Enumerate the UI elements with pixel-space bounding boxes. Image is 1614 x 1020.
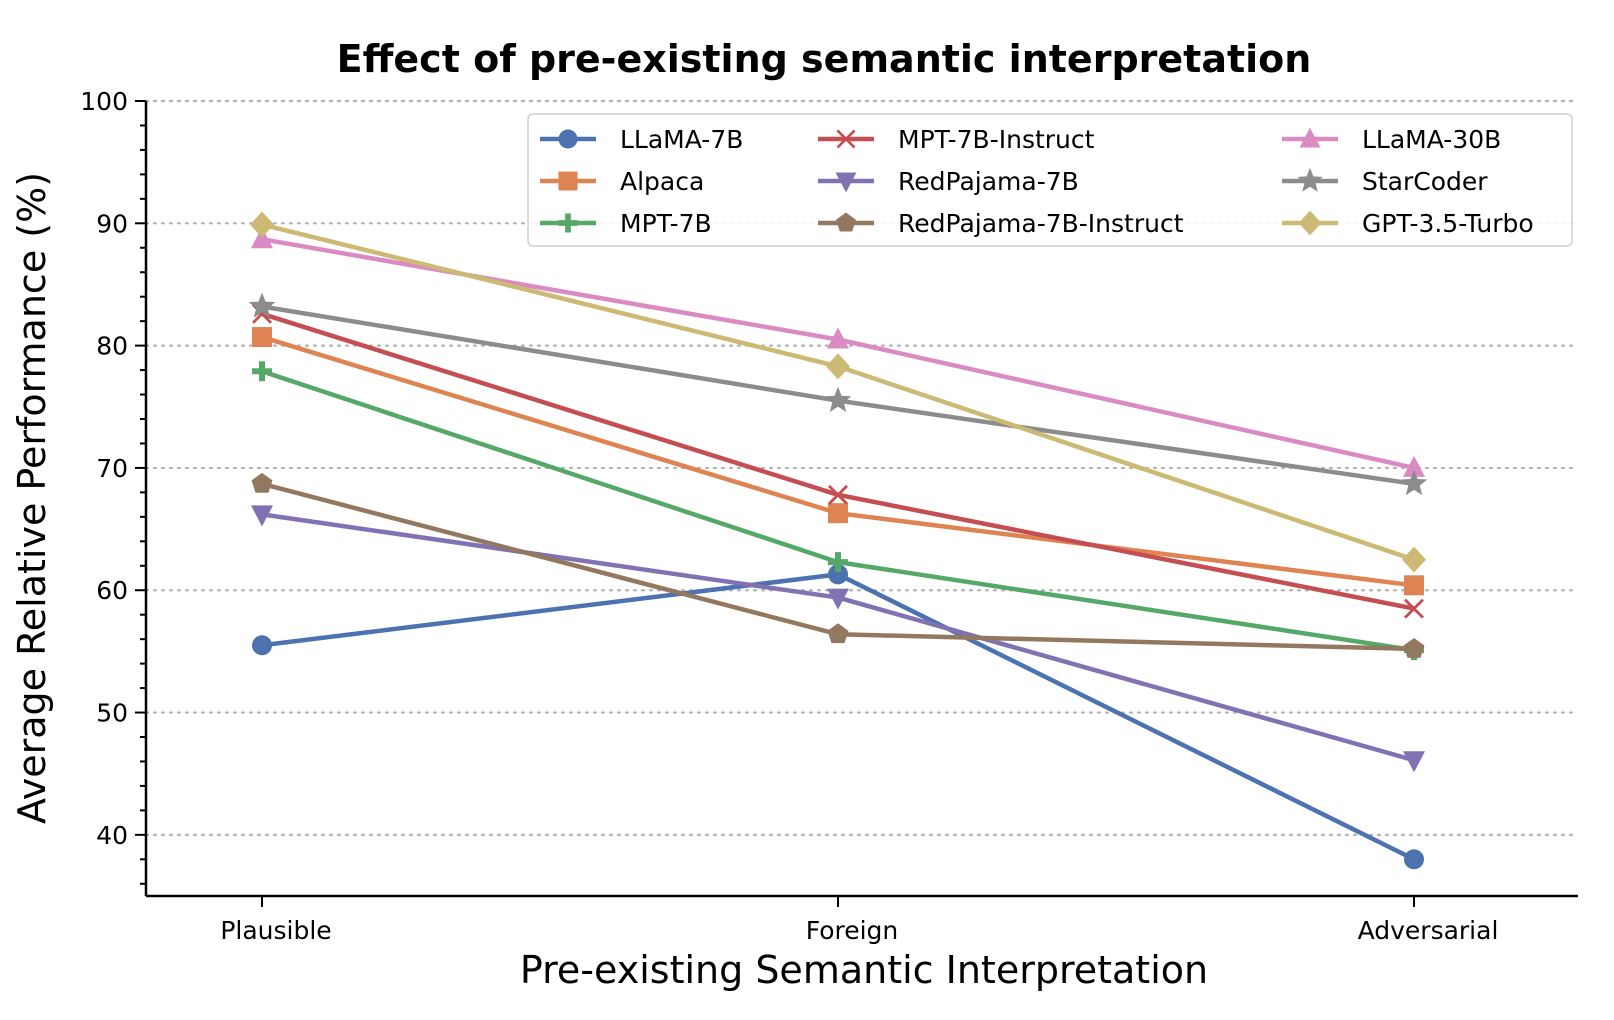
- series-group: [250, 211, 1426, 573]
- series-group: [252, 327, 1424, 596]
- data-point-circle: [828, 564, 848, 585]
- legend-marker-triangle-down: [835, 172, 857, 193]
- series-group: [252, 303, 1424, 619]
- legend-entry: Alpaca: [540, 167, 704, 196]
- x-tick-label: Adversarial: [1358, 916, 1499, 945]
- data-point-x: [828, 484, 848, 505]
- legend-entry: RedPajama-7B: [818, 167, 1079, 196]
- series-group: [251, 472, 1425, 658]
- y-tick-label: 40: [96, 821, 128, 850]
- y-tick-label: 80: [96, 332, 128, 361]
- data-point-plus: [252, 361, 272, 382]
- legend-entry: RedPajama-7B-Instruct: [818, 209, 1184, 238]
- data-point-triangle-up: [827, 327, 849, 349]
- data-point-pentagon: [251, 472, 273, 493]
- legend-marker-pentagon: [836, 212, 856, 232]
- legend-entry: LLaMA-30B: [1282, 125, 1501, 154]
- data-point-pentagon: [827, 623, 849, 644]
- data-point-triangle-down: [1403, 751, 1425, 773]
- legend-entry: MPT-7B-Instruct: [818, 125, 1095, 154]
- legend-marker-star: [1297, 167, 1323, 192]
- data-point-diamond: [1402, 546, 1426, 573]
- x-tick-label: Plausible: [220, 916, 331, 945]
- legend-entry: GPT-3.5-Turbo: [1282, 209, 1534, 238]
- data-point-circle: [252, 635, 272, 656]
- legend-label: MPT-7B-Instruct: [898, 125, 1095, 154]
- data-point-pentagon: [1403, 637, 1425, 658]
- y-axis-title: Average Relative Performance (%): [10, 172, 54, 824]
- legend-marker-diamond: [1298, 210, 1322, 236]
- data-point-triangle-down: [251, 505, 273, 527]
- series-group: [252, 564, 1424, 870]
- data-point-triangle-up: [1403, 455, 1425, 477]
- data-point-plus: [828, 552, 848, 573]
- legend: LLaMA-7B Alpaca MPT-7B MPT-7B-Instruct RedPa…: [527, 113, 1573, 247]
- data-point-square: [1404, 575, 1424, 596]
- legend-label: Alpaca: [620, 167, 704, 196]
- y-tick-label: 50: [96, 699, 128, 728]
- data-point-star: [824, 386, 852, 412]
- legend-marker-triangle-up: [1299, 127, 1321, 148]
- legend-label: GPT-3.5-Turbo: [1362, 209, 1534, 238]
- data-point-x: [1404, 598, 1424, 619]
- data-point-star: [1400, 469, 1428, 496]
- y-tick-label: 60: [96, 576, 128, 605]
- legend-marker-square: [558, 171, 578, 191]
- data-point-circle: [1404, 849, 1424, 870]
- y-tick-label: 90: [96, 209, 128, 238]
- chart-title: Effect of pre-existing semantic interpre…: [337, 37, 1312, 81]
- legend-label: RedPajama-7B-Instruct: [898, 209, 1184, 238]
- series-lines: [248, 211, 1428, 870]
- legend-entry: StarCoder: [1282, 167, 1488, 196]
- series-line: [261, 572, 1415, 862]
- axes: 40 50 60 70 80 90 100 Plausible Foreign Adversari…: [80, 87, 1578, 945]
- data-point-triangle-up: [251, 227, 273, 249]
- data-point-diamond: [826, 353, 850, 380]
- series-group: [248, 292, 1428, 496]
- legend-marker-x: [836, 129, 856, 149]
- legend-label: LLaMA-7B: [620, 125, 743, 154]
- y-tick-label: 70: [96, 454, 128, 483]
- legend-marker-plus: [558, 213, 578, 233]
- data-point-triangle-down: [827, 588, 849, 610]
- legend-entry: LLaMA-7B: [540, 125, 743, 154]
- data-point-square: [252, 327, 272, 348]
- legend-marker-circle: [558, 129, 578, 149]
- data-point-square: [828, 503, 848, 524]
- x-tick-label: Foreign: [806, 916, 899, 945]
- legend-label: StarCoder: [1362, 167, 1488, 196]
- legend-label: RedPajama-7B: [898, 167, 1079, 196]
- legend-label: MPT-7B: [620, 209, 712, 238]
- legend-entry: MPT-7B: [540, 209, 712, 238]
- y-tick-label: 100: [80, 87, 128, 116]
- x-axis-title: Pre-existing Semantic Interpretation: [520, 948, 1208, 992]
- legend-label: LLaMA-30B: [1362, 125, 1501, 154]
- data-point-diamond: [250, 211, 274, 238]
- data-point-star: [248, 292, 276, 318]
- series-group: [251, 505, 1425, 773]
